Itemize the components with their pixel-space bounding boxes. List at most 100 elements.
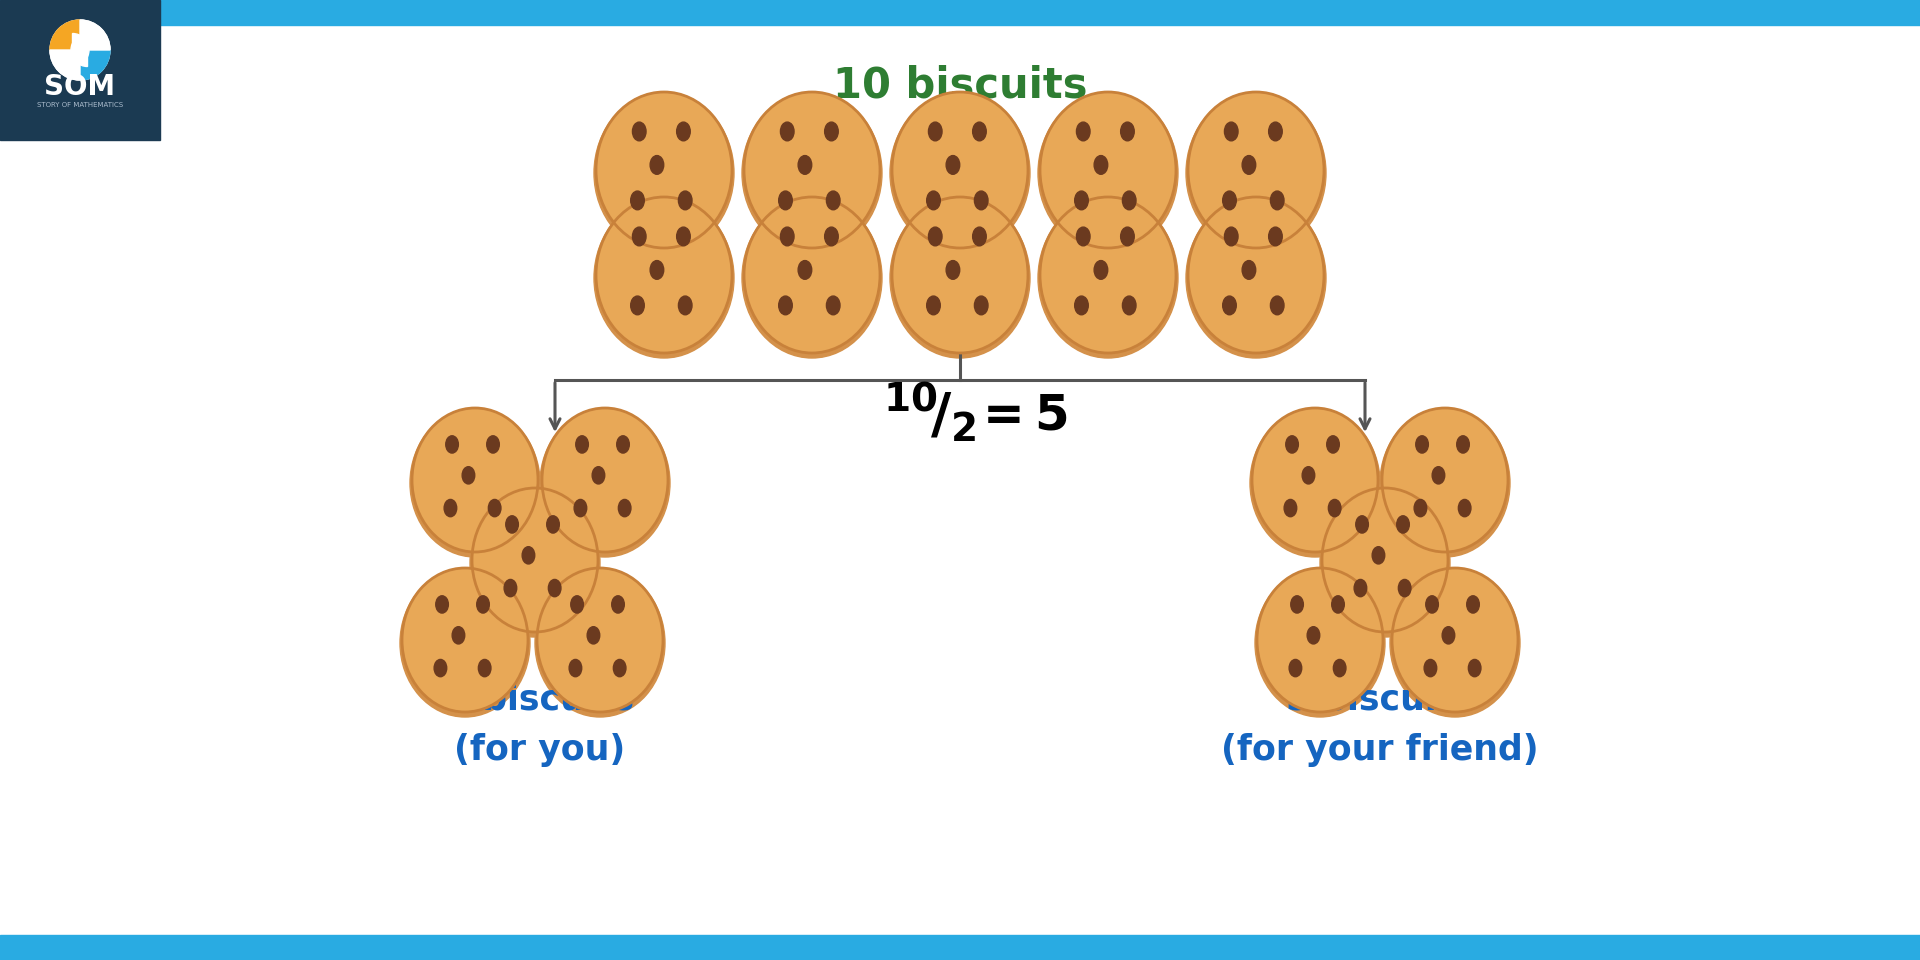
Ellipse shape xyxy=(618,499,632,516)
Ellipse shape xyxy=(780,191,793,210)
Ellipse shape xyxy=(1225,122,1238,141)
Ellipse shape xyxy=(1258,568,1382,712)
Ellipse shape xyxy=(505,516,518,533)
Ellipse shape xyxy=(1442,627,1455,644)
Ellipse shape xyxy=(1039,93,1179,253)
Ellipse shape xyxy=(1121,228,1135,246)
Ellipse shape xyxy=(411,409,540,557)
Ellipse shape xyxy=(799,156,812,175)
Ellipse shape xyxy=(1250,409,1380,557)
Ellipse shape xyxy=(947,156,960,175)
Bar xyxy=(0,935,1920,960)
Text: SOM: SOM xyxy=(44,73,115,101)
Ellipse shape xyxy=(1415,436,1428,453)
Ellipse shape xyxy=(488,499,501,516)
Ellipse shape xyxy=(1354,580,1367,597)
Ellipse shape xyxy=(1094,260,1108,279)
Ellipse shape xyxy=(1269,228,1283,246)
Ellipse shape xyxy=(536,569,664,717)
Ellipse shape xyxy=(826,122,839,141)
Ellipse shape xyxy=(826,191,841,210)
Ellipse shape xyxy=(630,191,645,210)
Ellipse shape xyxy=(1188,197,1325,353)
Ellipse shape xyxy=(1225,228,1238,246)
Ellipse shape xyxy=(549,580,561,597)
Ellipse shape xyxy=(1432,467,1444,484)
Ellipse shape xyxy=(651,156,664,175)
Ellipse shape xyxy=(445,436,459,453)
Ellipse shape xyxy=(927,191,941,210)
Ellipse shape xyxy=(1077,122,1091,141)
Ellipse shape xyxy=(799,260,812,279)
Ellipse shape xyxy=(893,92,1027,248)
Ellipse shape xyxy=(651,260,664,279)
Ellipse shape xyxy=(476,596,490,613)
Ellipse shape xyxy=(1392,568,1519,712)
Ellipse shape xyxy=(538,568,662,712)
Ellipse shape xyxy=(540,409,670,557)
Ellipse shape xyxy=(891,198,1029,358)
Ellipse shape xyxy=(1123,296,1137,315)
Ellipse shape xyxy=(1242,260,1256,279)
Ellipse shape xyxy=(973,228,987,246)
Ellipse shape xyxy=(927,296,941,315)
Ellipse shape xyxy=(612,660,626,677)
Ellipse shape xyxy=(436,596,449,613)
Ellipse shape xyxy=(1256,569,1384,717)
Ellipse shape xyxy=(1121,122,1135,141)
Ellipse shape xyxy=(612,596,624,613)
Ellipse shape xyxy=(1457,436,1469,453)
Ellipse shape xyxy=(1323,488,1448,632)
Ellipse shape xyxy=(413,408,538,552)
Ellipse shape xyxy=(472,488,597,632)
Ellipse shape xyxy=(826,228,839,246)
Ellipse shape xyxy=(741,93,881,253)
Ellipse shape xyxy=(541,408,668,552)
Ellipse shape xyxy=(1039,198,1179,358)
Ellipse shape xyxy=(547,516,559,533)
Ellipse shape xyxy=(1075,191,1089,210)
Ellipse shape xyxy=(595,92,732,248)
Ellipse shape xyxy=(780,296,793,315)
Ellipse shape xyxy=(678,296,691,315)
Ellipse shape xyxy=(780,122,795,141)
Text: 5 biscuits
(for you): 5 biscuits (for you) xyxy=(445,683,634,767)
Ellipse shape xyxy=(741,198,881,358)
Ellipse shape xyxy=(893,197,1027,353)
Ellipse shape xyxy=(1308,627,1319,644)
Text: STORY OF MATHEMATICS: STORY OF MATHEMATICS xyxy=(36,102,123,108)
Ellipse shape xyxy=(1332,660,1346,677)
Ellipse shape xyxy=(973,122,987,141)
Ellipse shape xyxy=(1041,197,1175,353)
Ellipse shape xyxy=(595,197,732,353)
Ellipse shape xyxy=(676,122,691,141)
Circle shape xyxy=(50,20,109,80)
Ellipse shape xyxy=(1075,296,1089,315)
Ellipse shape xyxy=(1469,660,1480,677)
Wedge shape xyxy=(73,34,88,66)
Ellipse shape xyxy=(632,228,645,246)
Ellipse shape xyxy=(399,569,530,717)
Ellipse shape xyxy=(593,93,733,253)
Wedge shape xyxy=(71,34,88,66)
Ellipse shape xyxy=(1390,569,1521,717)
Bar xyxy=(0,0,1920,25)
Ellipse shape xyxy=(947,260,960,279)
Ellipse shape xyxy=(444,499,457,516)
Wedge shape xyxy=(81,50,109,80)
Ellipse shape xyxy=(1271,296,1284,315)
Ellipse shape xyxy=(826,296,841,315)
Ellipse shape xyxy=(1284,499,1296,516)
Ellipse shape xyxy=(1373,546,1384,564)
Ellipse shape xyxy=(588,627,599,644)
Ellipse shape xyxy=(570,596,584,613)
Ellipse shape xyxy=(1252,408,1379,552)
Ellipse shape xyxy=(1223,296,1236,315)
Ellipse shape xyxy=(780,228,795,246)
Ellipse shape xyxy=(745,197,879,353)
Ellipse shape xyxy=(1356,516,1369,533)
Ellipse shape xyxy=(522,546,536,564)
Ellipse shape xyxy=(486,436,499,453)
Ellipse shape xyxy=(1271,191,1284,210)
Ellipse shape xyxy=(1398,580,1411,597)
